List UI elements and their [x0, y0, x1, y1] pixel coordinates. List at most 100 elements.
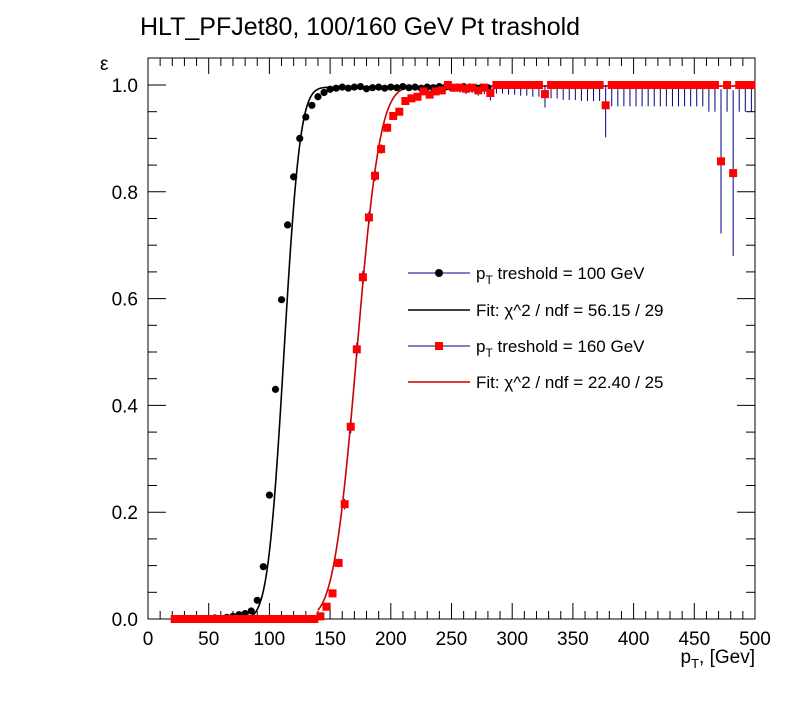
point-160gev	[717, 157, 726, 166]
point-100gev	[314, 93, 322, 101]
point-160gev	[613, 81, 622, 89]
legend-marker-square	[435, 342, 443, 350]
point-160gev	[455, 83, 464, 92]
point-160gev	[316, 612, 325, 621]
point-160gev	[468, 83, 477, 92]
point-160gev	[334, 558, 343, 567]
x-tick-label: 450	[678, 629, 710, 650]
point-160gev	[352, 345, 361, 354]
point-160gev	[286, 615, 295, 623]
point-100gev	[284, 221, 292, 229]
point-100gev	[271, 385, 280, 393]
point-160gev	[747, 81, 756, 89]
plot-frame	[147, 57, 756, 620]
point-160gev	[231, 615, 240, 623]
chart-title: HLT_PFJet80, 100/160 GeV Pt trashold	[140, 13, 580, 41]
point-100gev	[265, 491, 273, 499]
point-100gev	[308, 101, 316, 109]
point-100gev	[290, 173, 298, 181]
point-160gev	[516, 81, 525, 89]
point-100gev	[326, 85, 334, 93]
point-160gev	[680, 81, 689, 89]
point-100gev	[381, 84, 389, 92]
point-160gev	[589, 81, 598, 89]
point-100gev	[296, 134, 304, 142]
point-100gev	[362, 85, 371, 93]
point-160gev	[692, 81, 701, 89]
y-tick-label: 0.8	[112, 183, 138, 204]
point-160gev	[292, 615, 301, 623]
point-160gev	[625, 81, 634, 89]
point-160gev	[577, 81, 586, 89]
point-160gev	[462, 84, 471, 93]
legend-marker-circle	[435, 269, 443, 277]
x-tick-label: 350	[557, 629, 589, 650]
point-100gev	[356, 83, 365, 91]
point-100gev	[387, 83, 395, 91]
x-tick-label: 250	[436, 629, 468, 650]
point-160gev	[176, 615, 185, 623]
point-160gev	[407, 94, 416, 103]
point-160gev	[559, 81, 568, 89]
point-160gev	[607, 81, 616, 89]
point-100gev	[277, 296, 286, 304]
point-160gev	[346, 422, 355, 431]
point-160gev	[534, 81, 543, 89]
point-160gev	[364, 213, 373, 222]
point-160gev	[419, 87, 428, 96]
data-points	[170, 81, 756, 623]
x-tick-labels: 0 50 100 150 200 250 300 350 400 450 500	[143, 629, 771, 650]
x-tick-label: 50	[198, 629, 219, 650]
point-160gev	[704, 81, 713, 89]
point-160gev	[267, 615, 276, 623]
point-160gev	[188, 615, 197, 623]
point-100gev	[368, 84, 377, 92]
y-tick-label: 0.6	[112, 290, 138, 311]
point-160gev	[522, 81, 531, 89]
point-160gev	[553, 81, 562, 89]
point-160gev	[237, 615, 246, 623]
point-160gev	[322, 602, 331, 611]
point-100gev	[399, 83, 407, 91]
point-100gev	[350, 83, 358, 91]
point-160gev	[437, 86, 446, 95]
point-160gev	[644, 81, 653, 89]
point-160gev	[194, 615, 203, 623]
point-160gev	[498, 81, 507, 89]
point-160gev	[729, 169, 738, 178]
point-160gev	[723, 81, 732, 89]
fit-curve-0	[250, 86, 488, 617]
point-160gev	[304, 615, 313, 623]
point-160gev	[650, 81, 659, 89]
point-100gev	[259, 563, 267, 571]
point-160gev	[486, 89, 495, 98]
point-160gev	[674, 81, 683, 89]
y-tick-label: 0.4	[112, 396, 139, 417]
plot-frame-rect	[147, 57, 756, 620]
point-160gev	[698, 81, 707, 89]
x-tick-label: 0	[143, 629, 154, 650]
point-160gev	[480, 83, 489, 92]
point-160gev	[261, 615, 270, 623]
point-160gev	[377, 145, 386, 154]
point-100gev	[405, 84, 413, 92]
point-160gev	[492, 81, 501, 89]
point-100gev	[411, 83, 419, 91]
legend-entry: pT treshold = 100 GeV	[476, 264, 645, 287]
point-100gev	[393, 84, 401, 92]
point-160gev	[431, 87, 440, 96]
point-160gev	[279, 615, 288, 623]
point-160gev	[741, 81, 750, 89]
y-tick-label: 1.0	[112, 76, 138, 97]
point-160gev	[213, 615, 222, 623]
point-160gev	[182, 615, 191, 623]
x-tick-label: 500	[739, 629, 771, 650]
point-160gev	[298, 615, 307, 623]
legend: pT treshold = 100 GeV Fit: χ^2 / ndf = 56…	[408, 264, 663, 392]
point-160gev	[449, 83, 458, 92]
point-160gev	[371, 171, 380, 180]
legend-entry: Fit: χ^2 / ndf = 22.40 / 25	[476, 373, 663, 392]
point-160gev	[395, 107, 404, 116]
x-tick-label: 400	[618, 629, 650, 650]
